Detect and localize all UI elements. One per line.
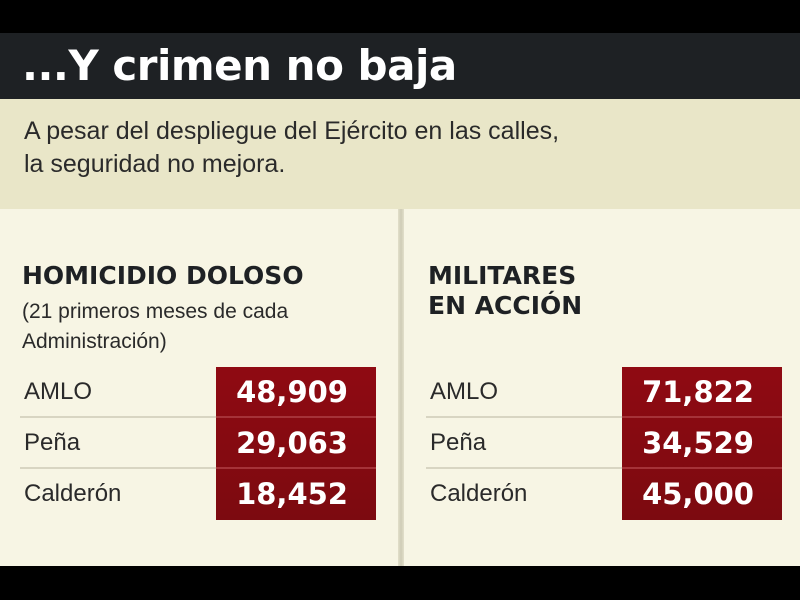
militares-title-line-2: EN ACCIÓN — [428, 291, 583, 320]
homicidio-value-separator — [216, 416, 376, 418]
homicidio-row: AMLO 48,909 — [20, 367, 376, 418]
militares-value-column — [622, 367, 782, 520]
homicidio-row-label: Peña — [24, 429, 81, 456]
militares-panel-title: MILITARES EN ACCIÓN — [428, 261, 582, 321]
homicidio-panel-title: HOMICIDIO DOLOSO — [22, 261, 304, 291]
militares-row-label: Peña — [430, 429, 487, 456]
homicidio-row-label: AMLO — [24, 378, 93, 405]
subtitle-line-1: A pesar del despliegue del Ejército en l… — [24, 117, 560, 145]
homicidio-note-line-1: (21 primeros meses de cada — [22, 300, 289, 323]
militares-row: Calderón 45,000 — [426, 469, 782, 520]
militares-row-separator — [426, 467, 622, 469]
militares-row-value: 45,000 — [642, 477, 754, 511]
infographic: ...Y crimen no baja A pesar del desplieg… — [0, 33, 800, 566]
militares-value-separator — [622, 467, 782, 469]
homicidio-title-line-1: HOMICIDIO DOLOSO — [22, 261, 304, 290]
militares-row-value: 71,822 — [642, 375, 754, 409]
militares-row-value: 34,529 — [642, 426, 754, 460]
militares-row: AMLO 71,822 — [426, 367, 782, 418]
subtitle-line-2: la seguridad no mejora. — [24, 150, 286, 178]
militares-value-separator — [622, 416, 782, 418]
homicidio-row: Calderón 18,452 — [20, 469, 376, 520]
militares-title-line-1: MILITARES — [428, 261, 577, 290]
homicidio-row-value: 29,063 — [236, 426, 348, 460]
panel-divider — [398, 209, 404, 566]
homicidio-row-value: 48,909 — [236, 375, 348, 409]
homicidio-row-value: 18,452 — [236, 477, 348, 511]
subtitle: A pesar del despliegue del Ejército en l… — [24, 115, 764, 181]
militares-row-separator — [426, 416, 622, 418]
homicidio-value-separator — [216, 467, 376, 469]
militares-row: Peña 34,529 — [426, 418, 782, 469]
homicidio-note-line-2: Administración) — [22, 330, 167, 353]
title-bar: ...Y crimen no baja — [0, 33, 800, 99]
homicidio-table: AMLO 48,909 Peña 29,063 Calderón 18,452 — [20, 367, 376, 520]
homicidio-note: (21 primeros meses de cada Administració… — [22, 297, 288, 357]
homicidio-value-column — [216, 367, 376, 520]
page-title: ...Y crimen no baja — [22, 41, 457, 90]
militares-row-label: AMLO — [430, 378, 499, 405]
homicidio-row: Peña 29,063 — [20, 418, 376, 469]
militares-row-label: Calderón — [430, 480, 528, 507]
militares-table: AMLO 71,822 Peña 34,529 Calderón 45,000 — [426, 367, 782, 520]
homicidio-row-separator — [20, 467, 216, 469]
subtitle-band: A pesar del despliegue del Ejército en l… — [0, 99, 800, 209]
homicidio-row-separator — [20, 416, 216, 418]
homicidio-row-label: Calderón — [24, 480, 122, 507]
